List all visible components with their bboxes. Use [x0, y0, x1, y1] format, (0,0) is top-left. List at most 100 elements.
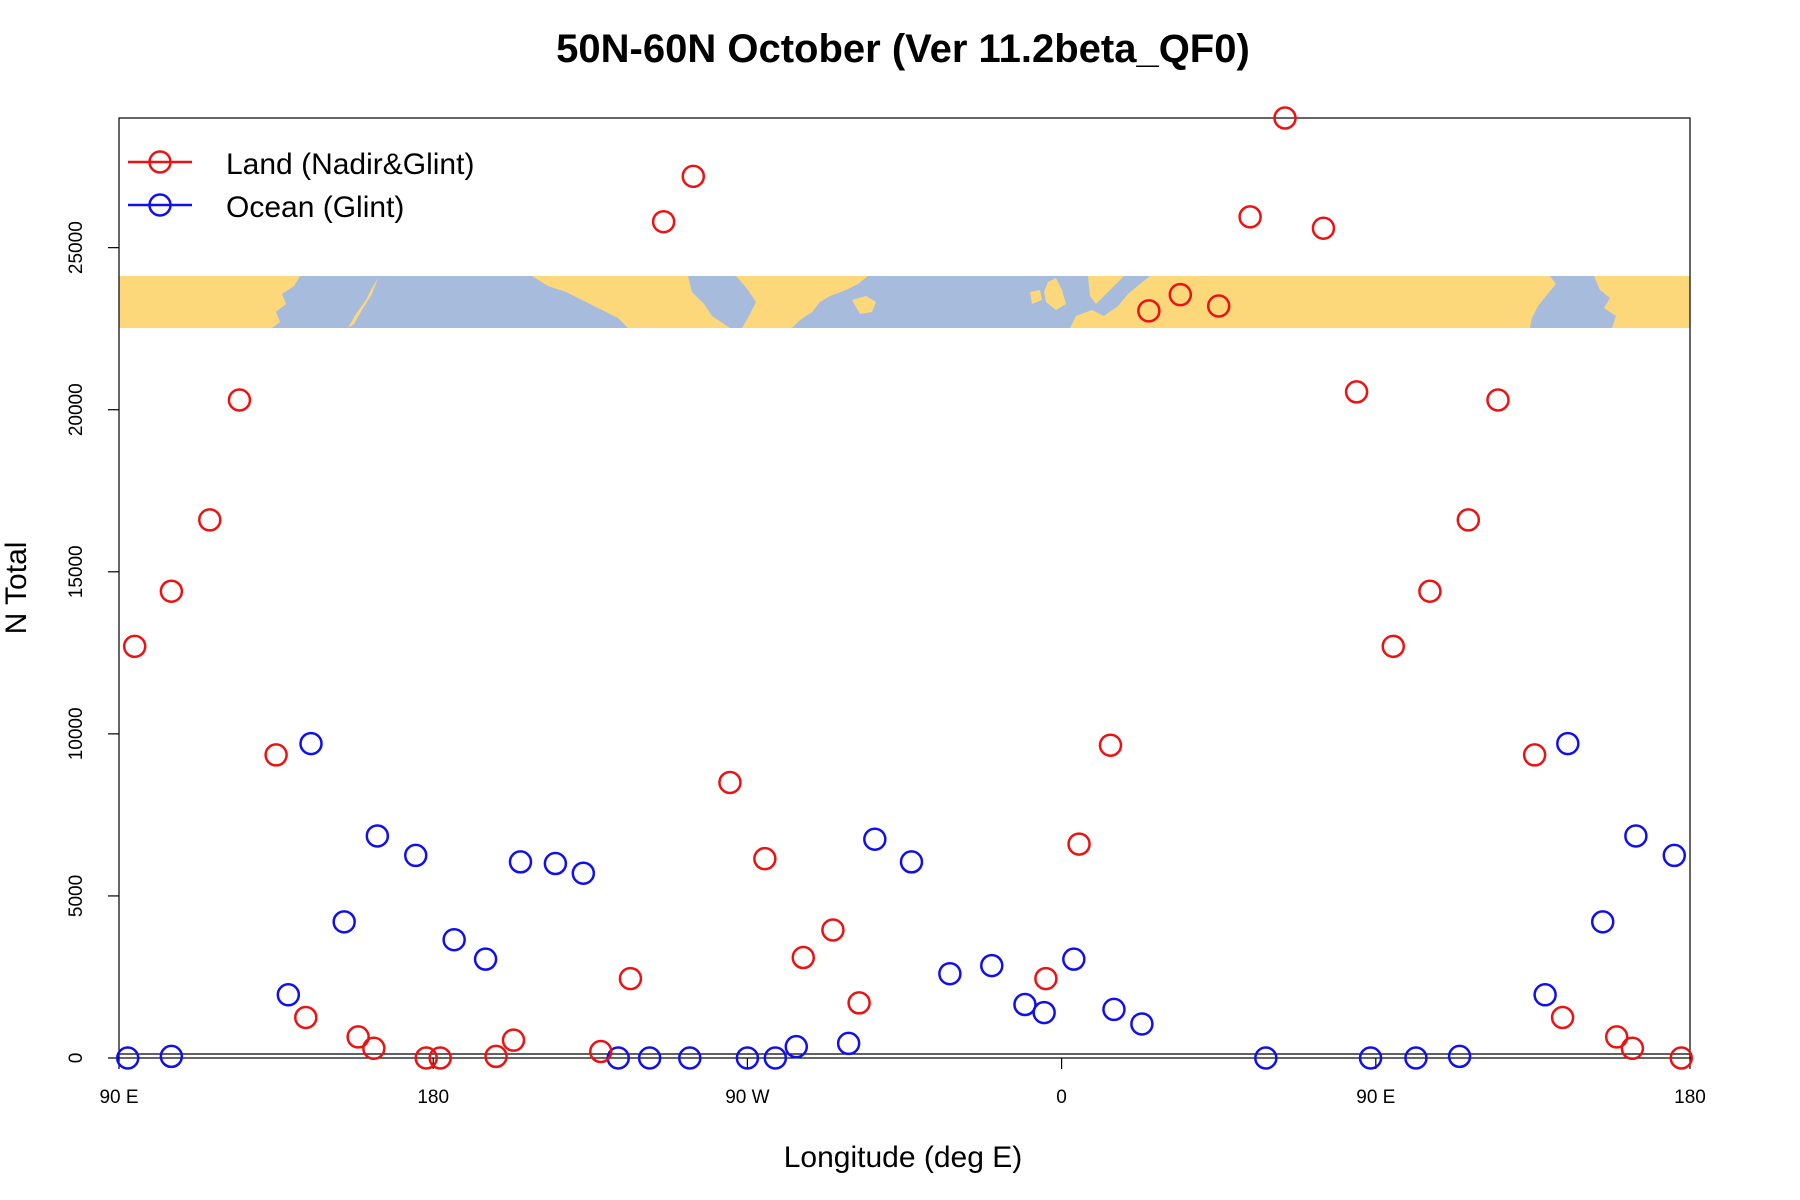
map-land-canada-east: [736, 276, 868, 328]
plot-frame: [118, 117, 1691, 1059]
y-tick-label: 15000: [66, 545, 87, 598]
map-land-alaska-canada-west: [532, 276, 730, 328]
x-tick-label: 0: [1056, 1087, 1067, 1108]
land-point: [362, 1036, 386, 1061]
land-point: [718, 770, 742, 795]
map-land-norway: [1088, 276, 1124, 304]
land-point: [821, 918, 845, 942]
land-point: [1604, 1025, 1629, 1049]
y-tick-label: 25000: [66, 221, 87, 274]
ocean-point: [938, 961, 962, 986]
x-tick-label: 90 E: [99, 1087, 138, 1108]
land-point: [227, 388, 252, 412]
ocean-point: [1404, 1046, 1428, 1070]
legend-land-label: Land (Nadir&Glint): [226, 148, 474, 181]
ocean-point: [1032, 1000, 1056, 1025]
ocean-point: [836, 1031, 861, 1056]
land-point: [1381, 634, 1406, 659]
land-point: [428, 1046, 452, 1070]
ocean-point: [763, 1046, 788, 1070]
land-point: [1522, 743, 1547, 767]
y-tick-label: 10000: [66, 707, 87, 760]
ocean-point: [784, 1034, 809, 1059]
y-axis-ticks: 0 5000 10000 15000 20000 25000: [66, 221, 119, 1063]
ocean-point: [299, 731, 323, 756]
ocean-point: [1358, 1046, 1383, 1070]
land-point: [346, 1025, 370, 1049]
land-point: [589, 1039, 613, 1064]
land-point: [618, 966, 643, 991]
land-point: [198, 508, 222, 532]
ocean-point: [899, 850, 924, 874]
map-land-britain: [1044, 278, 1066, 310]
ocean-point: [1102, 997, 1126, 1022]
y-axis-label: N Total: [0, 542, 33, 635]
ocean-point: [863, 827, 887, 851]
land-point: [159, 579, 184, 603]
ocean-point: [159, 1044, 184, 1069]
x-axis-ticks: 90 E 180 90 W 0 90 E 180: [99, 1058, 1706, 1108]
x-tick-label: 90 E: [1356, 1087, 1395, 1108]
land-point: [1168, 282, 1193, 307]
land-point: [1137, 299, 1161, 323]
ocean-point: [571, 861, 596, 885]
land-point: [294, 1005, 318, 1030]
x-tick-label: 90 W: [725, 1087, 769, 1108]
ocean-point: [735, 1046, 760, 1070]
map-land-europe-russia: [1070, 276, 1556, 328]
land-point: [1456, 508, 1481, 532]
x-axis-label: Longitude (deg E): [784, 1141, 1023, 1174]
ocean-point: [1662, 843, 1687, 868]
ocean-point: [1130, 1012, 1154, 1036]
land-point: [1344, 380, 1369, 404]
map-land-asia-west: [119, 276, 300, 328]
land-point: [1669, 1046, 1694, 1070]
land-point: [753, 846, 777, 871]
land-point: [1620, 1036, 1645, 1061]
ocean-point: [365, 824, 390, 848]
ocean-point: [1624, 824, 1648, 848]
ocean-point: [980, 953, 1004, 978]
chart-title: 50N-60N October (Ver 11.2beta_QF0): [556, 27, 1250, 71]
land-point: [791, 945, 816, 970]
ocean-point: [115, 1046, 140, 1070]
land-point: [1098, 733, 1123, 757]
land-point: [681, 164, 706, 189]
land-point: [484, 1044, 508, 1069]
legend: Land (Nadir&Glint) Ocean (Glint): [128, 148, 474, 224]
land-point: [1550, 1005, 1575, 1030]
x-tick-label: 180: [417, 1087, 449, 1108]
ocean-point: [1590, 910, 1615, 934]
land-point: [264, 743, 288, 767]
ocean-point: [473, 947, 498, 971]
ocean-point: [403, 843, 428, 868]
legend-ocean-label: Ocean (Glint): [226, 191, 404, 224]
land-point: [1238, 205, 1262, 229]
map-land-newfoundland: [852, 296, 876, 314]
ocean-point: [1533, 983, 1557, 1007]
ocean-point: [276, 983, 301, 1007]
land-point: [122, 634, 147, 659]
land-point: [847, 991, 871, 1015]
ocean-point: [1062, 947, 1086, 971]
x-tick-label: 180: [1674, 1087, 1706, 1108]
ocean-point: [543, 851, 568, 876]
ocean-point: [332, 910, 356, 934]
land-point: [1486, 388, 1510, 412]
land-point: [1067, 832, 1091, 856]
series-land: [122, 106, 1694, 1070]
map-land-kamchatka: [348, 278, 378, 328]
ocean-point: [678, 1046, 702, 1070]
y-tick-label: 0: [66, 1053, 87, 1064]
series-ocean: [115, 731, 1687, 1070]
land-point: [1418, 579, 1442, 603]
ocean-point: [1254, 1046, 1278, 1070]
y-tick-label: 5000: [66, 875, 87, 917]
ocean-point: [508, 850, 533, 874]
land-point: [414, 1046, 438, 1070]
y-tick-label: 20000: [66, 383, 87, 436]
map-land-kamchatka-east: [1612, 278, 1644, 328]
map-land-ireland: [1030, 290, 1042, 304]
legend-land-marker: [148, 150, 172, 174]
